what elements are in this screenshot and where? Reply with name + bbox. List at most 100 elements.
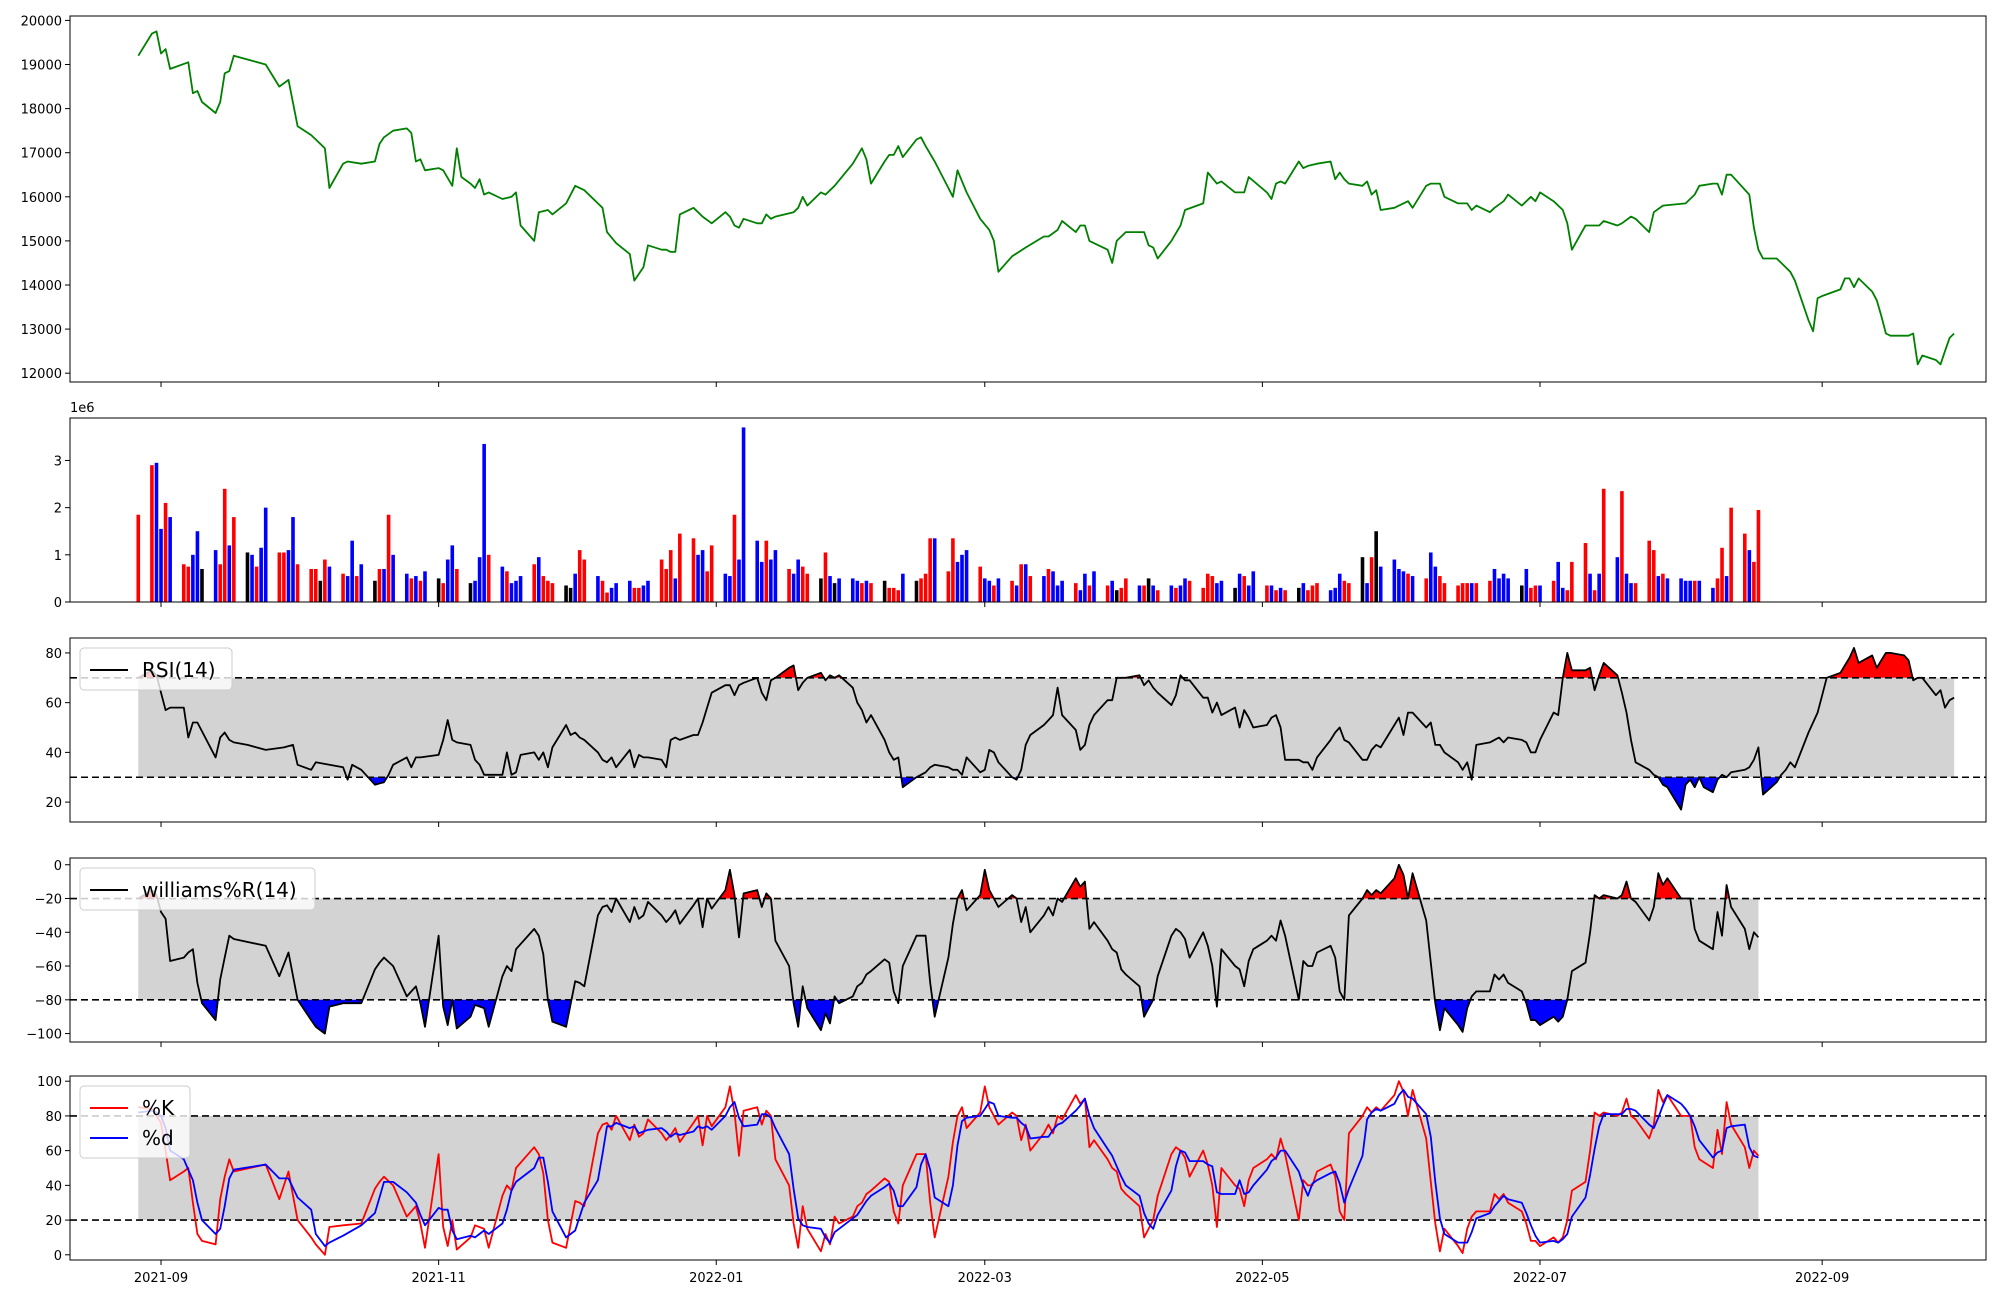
volume-bar	[295, 564, 300, 602]
legend-box-rsi	[79, 647, 233, 691]
legend-box-williams	[79, 867, 316, 911]
legend-stochastic: %K %d	[79, 1085, 191, 1159]
volume-bar	[855, 580, 860, 602]
panel-rsi: 20 40 60 80 RSI(14)	[45, 637, 1987, 827]
volume-bar	[1392, 559, 1397, 602]
volume-bar	[1369, 557, 1374, 602]
volume-bar	[1151, 585, 1155, 602]
volume-bar	[964, 550, 969, 602]
volume-bar	[1428, 552, 1433, 602]
volume-bar	[1092, 571, 1096, 602]
volume-bar	[1306, 590, 1310, 602]
oversold-fill-williams	[201, 999, 1568, 1034]
volume-bar	[1110, 580, 1114, 602]
axes-frame-price	[69, 15, 1987, 383]
y-tick-label-rsi: 80	[45, 647, 62, 662]
volume-bar	[1492, 568, 1497, 602]
y-tick-label-rsi: 60	[45, 697, 62, 712]
volume-bar	[1556, 561, 1560, 602]
volume-bar	[1337, 573, 1342, 602]
y-tick-label-williams: 0	[54, 859, 62, 874]
volume-bar	[614, 583, 618, 602]
volume-bar	[1588, 573, 1592, 602]
volume-bar	[1083, 573, 1087, 602]
volume-bar	[573, 573, 577, 602]
volume-bar	[869, 583, 873, 602]
series-line-price-0	[137, 30, 1955, 366]
volume-bar	[1533, 585, 1538, 602]
plot-area-williams	[70, 863, 1986, 1035]
y-tick-label-volume: 1	[54, 549, 62, 564]
x-tick-label: 2022-01	[689, 1271, 743, 1286]
volume-bar	[1433, 566, 1438, 602]
volume-bar	[819, 578, 823, 602]
volume-bar	[259, 547, 263, 602]
volume-bar	[1692, 580, 1697, 602]
volume-bar	[423, 571, 427, 602]
y-tick-label-williams: −40	[35, 926, 62, 941]
volume-bar	[450, 545, 455, 602]
volume-bar	[791, 573, 796, 602]
volume-bar	[1656, 576, 1661, 602]
volume-bar	[1506, 578, 1510, 602]
volume-bar	[1073, 583, 1078, 602]
volume-bar	[1296, 587, 1301, 602]
volume-bar	[186, 566, 191, 602]
legend-label-stochastic: %K	[142, 1096, 175, 1120]
oversold-fill-rsi	[346, 777, 1780, 810]
volume-bar	[191, 554, 195, 602]
y-tick-label-williams: −20	[35, 893, 62, 908]
volume-bar	[500, 566, 505, 602]
volume-bar	[1538, 585, 1542, 602]
volume-bar	[1146, 578, 1151, 602]
volume-bar	[327, 566, 332, 602]
volume-bar	[150, 465, 154, 602]
volume-bar	[759, 561, 764, 602]
legend-label-rsi: RSI(14)	[142, 658, 216, 682]
volume-bar	[482, 443, 486, 602]
volume-bar	[159, 528, 163, 602]
volume-bar	[1028, 576, 1033, 602]
volume-bar	[1683, 580, 1688, 602]
volume-bar	[168, 517, 172, 602]
volume-bar	[254, 566, 259, 602]
volume-bar	[313, 568, 318, 602]
y-tick-label-williams: −100	[26, 1028, 62, 1043]
volume-bar	[1752, 561, 1756, 602]
volume-bar	[605, 592, 609, 602]
axes-frame-volume	[69, 417, 1987, 603]
volume-bar	[404, 573, 409, 602]
volume-bar	[1460, 583, 1465, 602]
volume-bar	[641, 585, 646, 602]
volume-bar	[445, 559, 450, 602]
volume-bar	[1629, 583, 1633, 602]
volume-bar	[1046, 568, 1051, 602]
volume-bar	[1342, 580, 1347, 602]
axes-frame-stochastic	[69, 1075, 1987, 1261]
volume-bar	[737, 559, 741, 602]
volume-bar	[1060, 580, 1064, 602]
volume-bar	[1501, 573, 1506, 602]
volume-bar	[213, 550, 218, 602]
volume-bar	[282, 552, 286, 602]
y-tick-label-stochastic: 100	[37, 1075, 62, 1090]
volume-bar	[286, 550, 291, 602]
legend-williams: williams%R(14)	[79, 867, 316, 911]
volume-bar	[1497, 578, 1501, 602]
volume-bar	[1019, 564, 1023, 602]
volume-bar	[1742, 533, 1747, 602]
y-tick-label-price: 18000	[21, 103, 62, 118]
overbought-fill-rsi	[138, 647, 1913, 678]
volume-bar	[1210, 576, 1215, 602]
volume-bar	[764, 540, 769, 602]
volume-bar	[755, 540, 760, 602]
volume-bar	[536, 557, 541, 602]
volume-bar	[696, 554, 700, 602]
y-tick-label-price: 12000	[21, 367, 62, 382]
volume-bar	[1269, 585, 1274, 602]
volume-bar	[992, 585, 996, 602]
volume-bar	[1633, 583, 1638, 602]
volume-bar	[1583, 543, 1588, 602]
volume-bar	[1119, 587, 1124, 602]
volume-bar	[1301, 583, 1306, 602]
